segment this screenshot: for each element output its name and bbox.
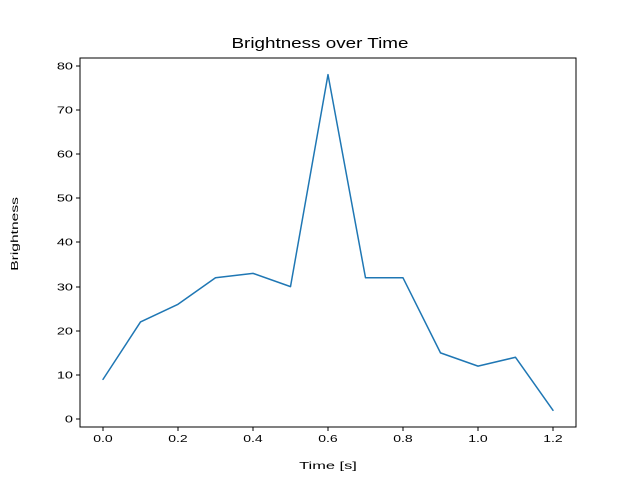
svg-text:40: 40 <box>57 237 73 248</box>
svg-text:Brightness: Brightness <box>9 197 20 271</box>
svg-text:0: 0 <box>65 414 73 425</box>
svg-text:0.4: 0.4 <box>243 433 263 445</box>
svg-text:80: 80 <box>57 61 73 72</box>
svg-text:10: 10 <box>57 370 73 381</box>
svg-text:50: 50 <box>57 193 73 204</box>
svg-text:0.8: 0.8 <box>393 433 413 445</box>
svg-text:0.6: 0.6 <box>318 433 338 445</box>
svg-text:70: 70 <box>57 105 73 116</box>
svg-text:Time [s]: Time [s] <box>299 460 357 471</box>
svg-text:20: 20 <box>57 326 73 337</box>
svg-text:30: 30 <box>57 282 73 293</box>
svg-text:0.0: 0.0 <box>93 433 113 445</box>
svg-text:1.2: 1.2 <box>543 433 563 445</box>
svg-text:1.0: 1.0 <box>468 433 488 445</box>
svg-text:60: 60 <box>57 149 73 160</box>
svg-text:0.2: 0.2 <box>168 433 188 445</box>
svg-text:Brightness over Time: Brightness over Time <box>231 35 408 51</box>
